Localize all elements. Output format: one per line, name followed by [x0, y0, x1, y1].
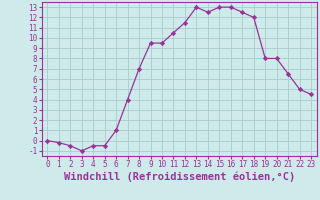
- X-axis label: Windchill (Refroidissement éolien,°C): Windchill (Refroidissement éolien,°C): [64, 172, 295, 182]
